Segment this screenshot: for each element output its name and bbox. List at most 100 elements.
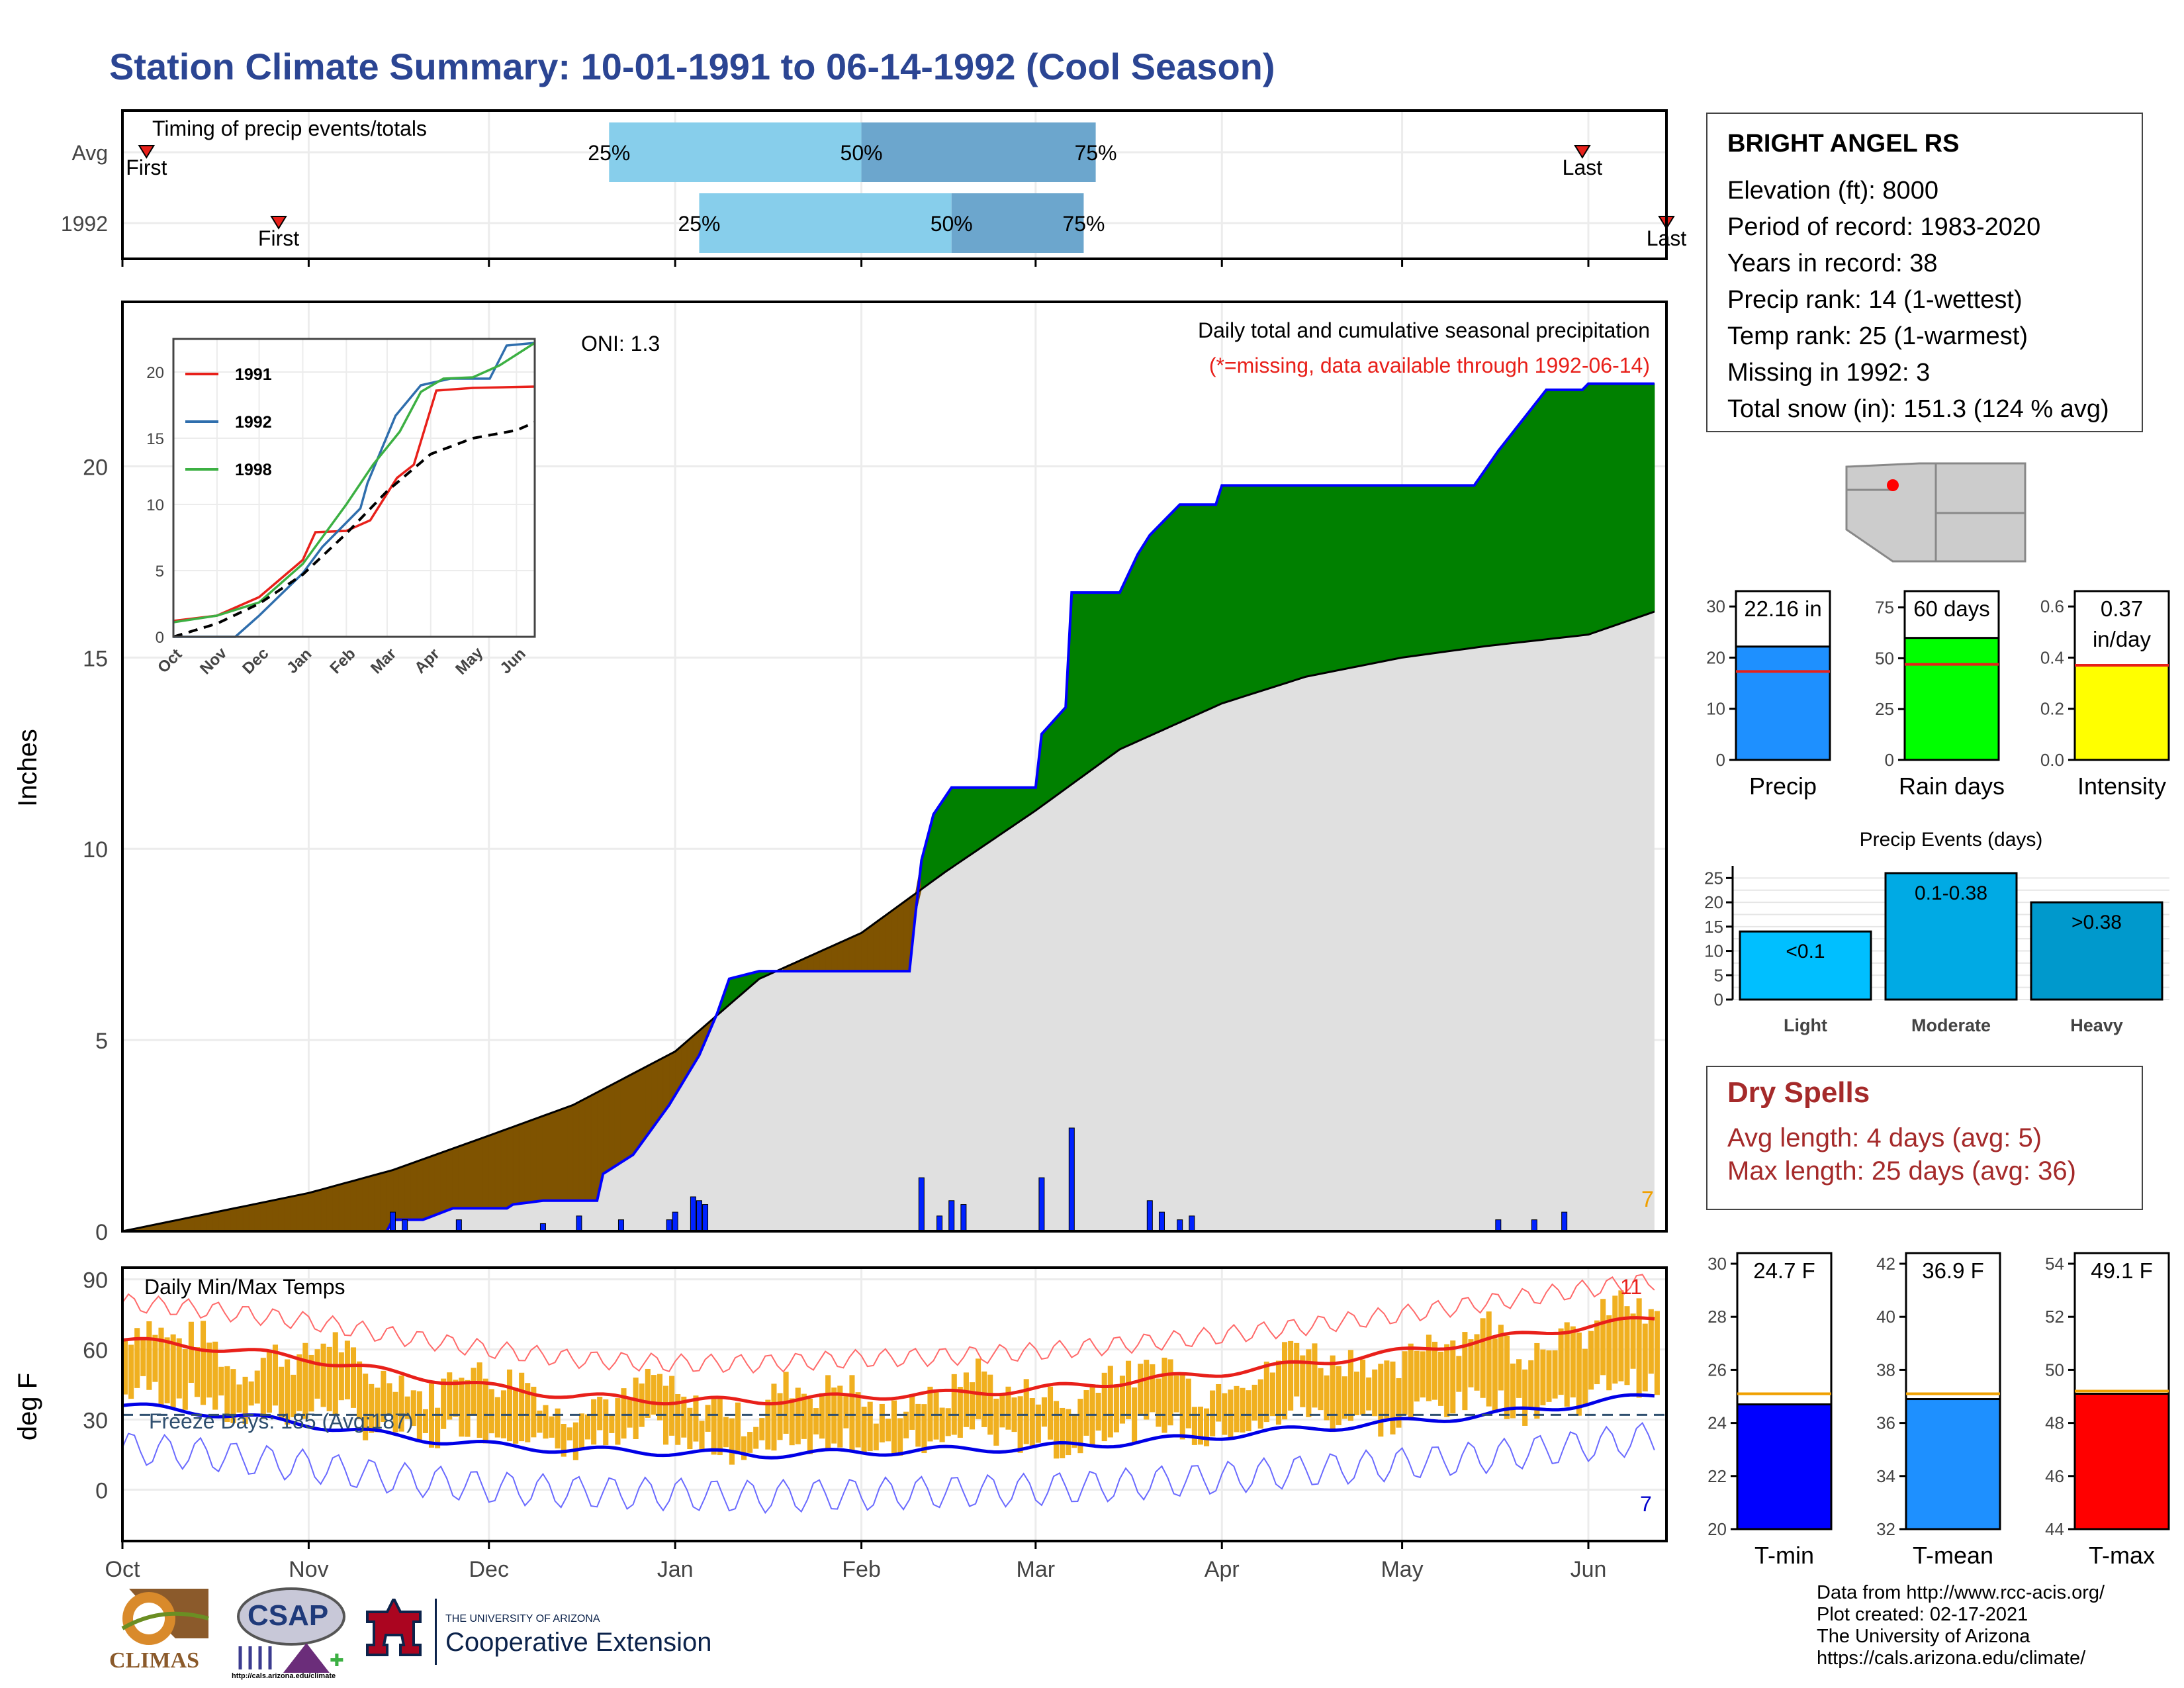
deficit-area: [272, 1198, 279, 1232]
daily-temp-bar: [976, 1358, 981, 1419]
surplus-area: [1167, 510, 1175, 729]
daily-temp-bar: [122, 1340, 128, 1395]
surplus-area: [1203, 504, 1210, 712]
daily-temp-bar: [1468, 1339, 1474, 1387]
surplus-area: [1365, 485, 1373, 665]
daily-temp-bar: [494, 1397, 500, 1438]
daily-temp-bar: [1071, 1415, 1077, 1448]
daily-temp-bar: [1179, 1373, 1185, 1440]
daily-temp-bar: [777, 1393, 783, 1440]
deficit-area: [482, 1135, 490, 1209]
tmean-gauge-bar: [1905, 1398, 2001, 1530]
daily-temp-bar: [1342, 1376, 1347, 1419]
deficit-area: [248, 1203, 255, 1232]
daily-temp-bar: [1564, 1322, 1570, 1407]
daily-temp-bar: [1029, 1398, 1035, 1446]
daily-precip-bar: [696, 1200, 702, 1232]
deficit-area: [567, 1104, 574, 1201]
tmean-gauge-tick-label: 42: [1876, 1254, 1895, 1274]
events-x-tick-label: Heavy: [2070, 1015, 2123, 1035]
daily-temp-bar: [885, 1419, 891, 1442]
deficit-area: [206, 1212, 213, 1232]
surplus-area: [963, 787, 970, 861]
precip-gauge-category-label: Precip: [1749, 773, 1817, 800]
daily-temp-bar: [1132, 1387, 1138, 1444]
surplus-area: [1251, 485, 1259, 694]
events-bar-heavy: [2030, 901, 2163, 1001]
daily-temp-bar: [1263, 1361, 1269, 1423]
deficit-area: [590, 1092, 598, 1201]
daily-precip-bar: [1189, 1215, 1195, 1232]
surplus-area: [1275, 485, 1283, 687]
intensity-gauge-tick-label: 0.2: [2040, 699, 2064, 719]
daily-temp-bar: [1378, 1364, 1384, 1437]
daily-temp-bar: [657, 1374, 663, 1421]
temps-y-tick-label: 0: [95, 1478, 108, 1503]
daily-temp-bar: [531, 1386, 537, 1438]
tmean-gauge-tick-label: 36: [1876, 1413, 1895, 1433]
daily-temp-bar: [681, 1396, 687, 1438]
daily-temp-bar: [1269, 1372, 1275, 1417]
daily-temp-bar: [519, 1372, 525, 1442]
daily-temp-bar: [717, 1397, 723, 1456]
tmean-gauge-tick-label: 40: [1876, 1307, 1895, 1327]
surplus-area: [1059, 706, 1066, 794]
surplus-area: [933, 804, 940, 882]
surplus-area: [1179, 504, 1187, 723]
surplus-area: [1017, 787, 1024, 823]
surplus-area: [1155, 522, 1162, 734]
intensity-gauge-category-label: Intensity: [2077, 773, 2166, 800]
tmax-gauge-bar: [2073, 1393, 2170, 1530]
deficit-area: [837, 940, 844, 972]
daily-temp-bar: [435, 1407, 441, 1448]
daily-temp-bar: [134, 1328, 140, 1388]
daily-temp-bar: [1210, 1390, 1216, 1436]
timing-frame: [121, 109, 1668, 260]
deficit-area: [326, 1186, 334, 1232]
daily-precip-bar: [948, 1200, 955, 1232]
daily-temp-bar: [1384, 1360, 1390, 1419]
deficit-area: [440, 1150, 447, 1213]
surplus-area: [993, 787, 1000, 840]
daily-temp-bar: [1083, 1390, 1089, 1436]
tmin-gauge-bar: [1736, 1403, 1833, 1530]
station-info-row: Total snow (in): 151.3 (124 % avg): [1727, 395, 2109, 423]
surplus-area: [1053, 713, 1060, 798]
daily-temp-bar: [392, 1391, 398, 1432]
daily-temp-bar: [1462, 1332, 1468, 1411]
surplus-area: [1377, 485, 1385, 663]
daily-temp-bar: [1402, 1351, 1408, 1415]
climas-logo: CLIMAS: [109, 1579, 218, 1678]
tmax-gauge-tick-label: 44: [2045, 1519, 2064, 1539]
daily-temp-bar: [1347, 1350, 1353, 1421]
chart-title: Daily total and cumulative seasonal prec…: [1198, 318, 1650, 342]
daily-temp-bar: [1113, 1384, 1119, 1432]
daily-temp-bar: [651, 1375, 657, 1415]
daily-temp-bar: [1353, 1372, 1360, 1416]
daily-precip-bar: [402, 1219, 408, 1232]
deficit-area: [555, 1109, 562, 1201]
timing-bar-25-50: [699, 193, 952, 253]
daily-temp-bar: [1456, 1356, 1462, 1392]
daily-temp-bar: [140, 1337, 146, 1376]
daily-precip-bar: [617, 1219, 624, 1232]
daily-temp-bar: [957, 1387, 963, 1438]
daily-temp-bar: [158, 1327, 164, 1405]
deficit-area: [458, 1143, 465, 1209]
deficit-area: [200, 1213, 207, 1232]
deficit-area: [266, 1199, 273, 1232]
surplus-area: [1642, 383, 1649, 617]
daily-temp-bar: [753, 1427, 759, 1449]
deficit-area: [848, 935, 856, 972]
freeze-days-label: Freeze Days: 185 (Avg:187): [149, 1409, 414, 1433]
raindays-gauge-tick-label: 25: [1875, 699, 1894, 719]
events-y-tick-label: 0: [1714, 990, 1723, 1009]
record-min-line: [122, 1422, 1655, 1515]
dry-spells-avg: Avg length: 4 days (avg: 5): [1727, 1123, 2042, 1152]
daily-temp-bar: [201, 1321, 206, 1405]
tmean-gauge-tick-label: 34: [1876, 1466, 1895, 1486]
surplus-area: [1185, 504, 1193, 720]
page-title: Station Climate Summary: 10-01-1991 to 0…: [109, 46, 1275, 87]
tmin-gauge-tick-label: 20: [1707, 1519, 1727, 1539]
